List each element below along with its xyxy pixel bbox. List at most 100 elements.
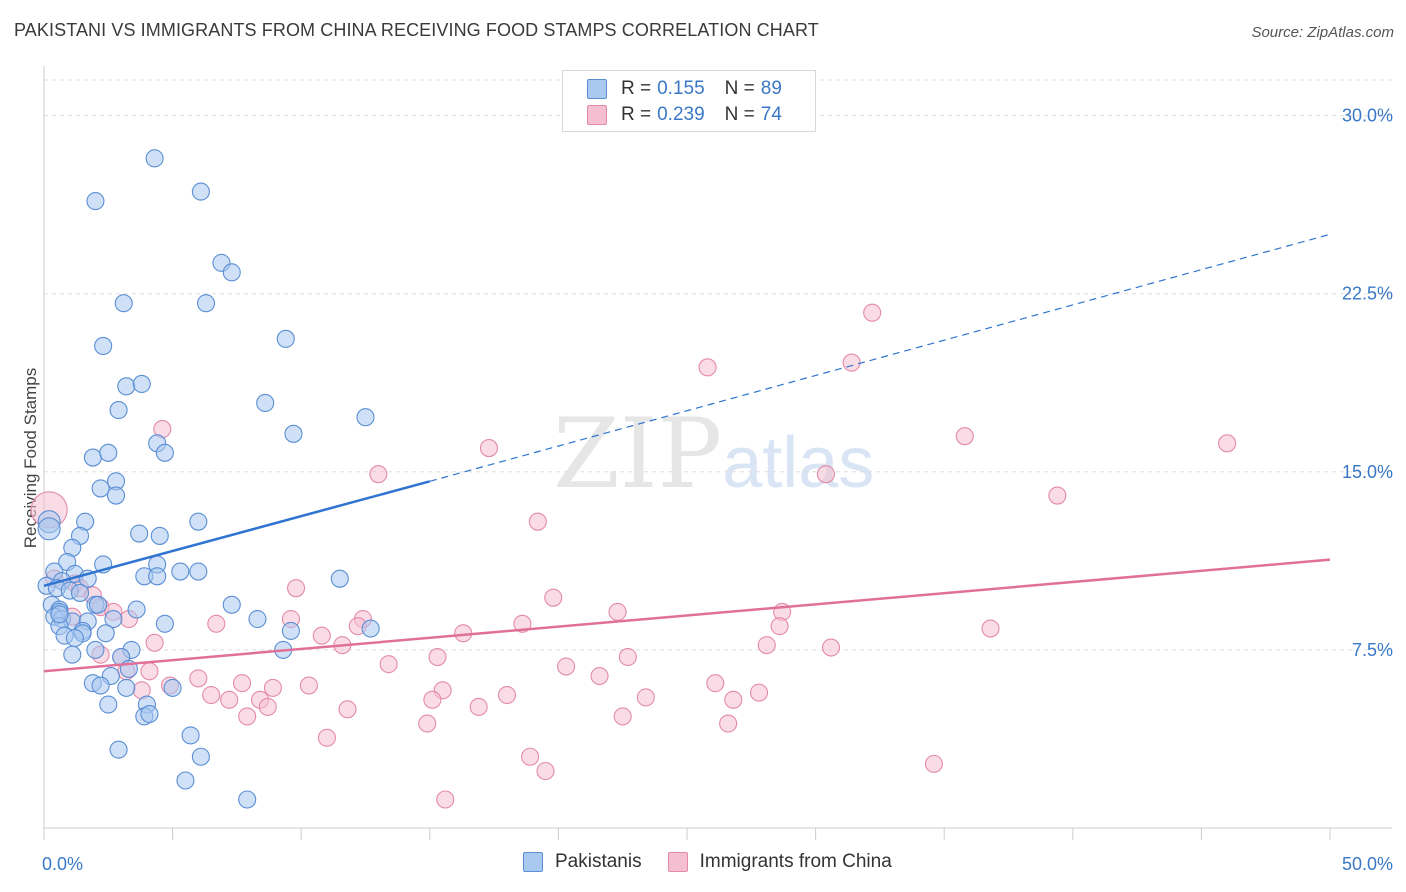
series-swatch-blue (523, 852, 543, 872)
pakistani-point (37, 517, 61, 541)
correlation-legend: R = 0.155 N = 89 R = 0.239 N = 74 (562, 70, 816, 132)
pakistani-point (191, 747, 210, 766)
china-point (232, 674, 252, 693)
china-point (924, 754, 943, 773)
y-tick-label: 22.5% (1342, 284, 1393, 304)
pakistani-point (91, 676, 110, 695)
china-point (299, 676, 318, 695)
china-point (428, 647, 447, 667)
china-point (863, 303, 882, 322)
x-tick-label: 50.0% (1342, 854, 1393, 874)
watermark: ZIPatlas (553, 398, 874, 510)
pakistani-point (189, 512, 208, 531)
watermark-zip: ZIP (553, 398, 723, 510)
pakistani-point (86, 640, 105, 659)
pakistani-point (284, 424, 303, 443)
pakistani-point (148, 567, 167, 586)
y-tick-label: 30.0% (1342, 106, 1393, 126)
china-point (202, 685, 221, 705)
pakistani-point (65, 628, 84, 648)
legend-r-label: R = (621, 78, 652, 99)
china-point (608, 602, 627, 621)
y-tick-label: 15.0% (1342, 462, 1393, 482)
pakistani-point (238, 790, 257, 809)
pakistani-point (109, 740, 128, 759)
china-point (557, 657, 576, 676)
china-point (544, 588, 563, 607)
x-tick-label: 0.0% (42, 854, 83, 874)
y-tick-label: 7.5% (1352, 640, 1393, 660)
pakistani-point (356, 408, 375, 427)
legend-row-pakistanis: R = 0.155 N = 89 (587, 77, 782, 101)
china-point (379, 655, 398, 674)
china-point (618, 647, 637, 667)
china-point (263, 678, 282, 697)
china-point (757, 636, 776, 655)
china-point (590, 666, 609, 686)
pakistani-point (140, 704, 159, 724)
china-point (706, 674, 725, 693)
china-point (528, 512, 547, 531)
pakistani-point (99, 695, 118, 714)
legend-n-label: N = (724, 78, 755, 99)
china-trend-line (43, 558, 1331, 673)
series-label-pakistanis: Pakistanis (555, 851, 642, 872)
china-point (536, 761, 555, 781)
china-point (636, 688, 655, 707)
china-point (207, 614, 226, 633)
china-point (719, 714, 738, 733)
series-legend-pakistanis[interactable]: Pakistanis (523, 851, 642, 873)
china-point (145, 633, 164, 652)
pakistani-point (171, 562, 190, 581)
pakistani-point (104, 609, 123, 629)
legend-n-value: 74 (760, 104, 782, 125)
pakistani-point (88, 595, 108, 614)
pakistani-point (96, 624, 115, 643)
pakistani-point (109, 401, 128, 420)
pakistani-trend-line (43, 480, 431, 587)
china-point (698, 358, 717, 377)
pakistani-point (106, 486, 126, 505)
pakistani-trend-extension (429, 233, 1331, 482)
pakistani-point (196, 294, 216, 313)
china-point (842, 353, 861, 372)
series-legend-china[interactable]: Immigrants from China (667, 851, 892, 873)
china-point (238, 707, 257, 726)
series-swatch-pink (667, 852, 688, 872)
pakistani-point (86, 192, 105, 211)
pakistani-point (132, 374, 151, 393)
pakistani-point (70, 583, 90, 602)
legend-n-value: 89 (760, 78, 782, 99)
china-point (955, 427, 974, 446)
pakistani-point (145, 149, 164, 168)
pakistani-point (256, 393, 275, 412)
pakistani-point (50, 605, 69, 624)
pakistani-point (191, 182, 210, 201)
china-point (469, 697, 488, 716)
chart-title: PAKISTANI VS IMMIGRANTS FROM CHINA RECEI… (14, 20, 819, 40)
china-point (770, 617, 789, 636)
pakistani-point (83, 448, 102, 467)
legend-r-value: 0.155 (657, 78, 705, 99)
legend-r-label: R = (621, 104, 652, 125)
pakistani-point (130, 524, 149, 543)
china-point (1048, 486, 1067, 505)
source-label: Source: ZipAtlas.com (1251, 24, 1394, 41)
pakistani-point (163, 678, 182, 697)
china-point (220, 690, 239, 709)
series-label-china: Immigrants from China (699, 851, 892, 872)
china-point (418, 714, 437, 733)
pakistani-point (127, 600, 146, 619)
pakistani-point (63, 645, 82, 664)
series-legend: Pakistanis Immigrants from China (523, 851, 918, 873)
pakistani-point (99, 443, 118, 462)
pakistani-point (281, 621, 300, 640)
china-point (258, 697, 277, 716)
china-point (513, 614, 532, 633)
china-point (287, 579, 306, 598)
pakistani-point (181, 726, 200, 745)
pakistani-point (330, 569, 349, 588)
pakistani-point (176, 771, 195, 790)
china-point (140, 662, 159, 681)
pakistani-point (361, 619, 380, 638)
